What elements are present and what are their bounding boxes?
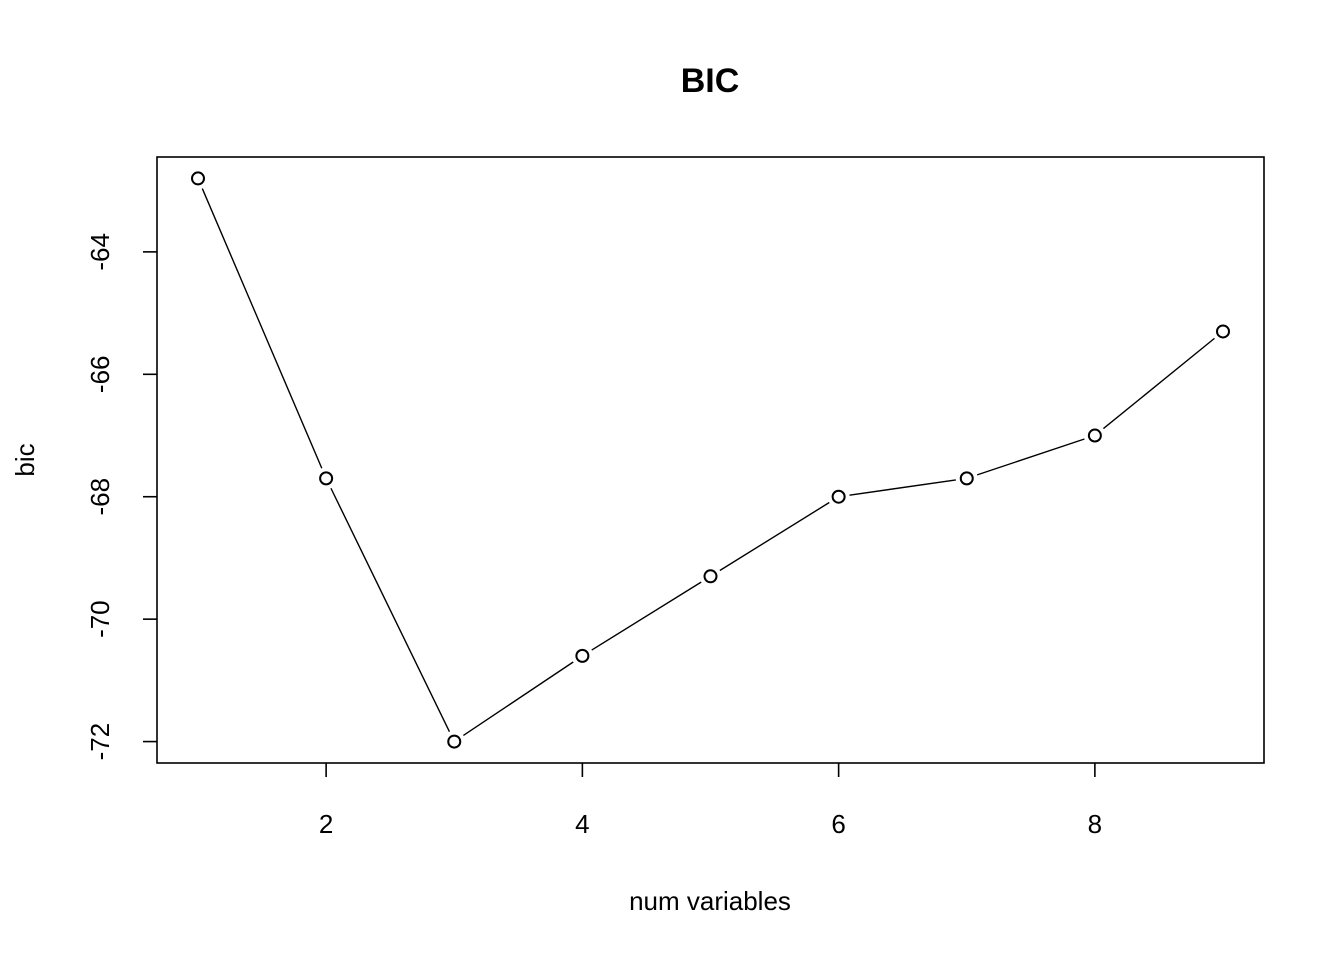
data-point — [575, 648, 590, 663]
data-point — [959, 471, 974, 486]
data-point — [1216, 324, 1230, 339]
y-tick-label: -72 — [85, 723, 115, 761]
y-tick-label: -68 — [85, 478, 115, 516]
plot-frame — [156, 156, 1265, 764]
data-point — [191, 171, 205, 186]
data-points — [191, 171, 1230, 749]
data-point — [319, 471, 334, 486]
x-tick-label: 2 — [319, 809, 333, 839]
x-axis: 2 4 6 8 — [319, 763, 1102, 839]
y-tick-label: -66 — [85, 356, 115, 394]
x-tick-label: 4 — [575, 809, 589, 839]
data-point — [447, 734, 462, 749]
data-point — [1087, 428, 1102, 443]
x-tick-label: 6 — [831, 809, 845, 839]
x-tick-label: 8 — [1088, 809, 1102, 839]
chart-title: BIC — [681, 62, 740, 100]
y-tick-label: -70 — [85, 600, 115, 638]
x-axis-label: num variables — [629, 886, 791, 916]
series-line — [201, 188, 1215, 737]
y-axis-label: bic — [10, 443, 40, 476]
data-point — [831, 489, 846, 504]
y-tick-label: -64 — [85, 233, 115, 271]
data-point — [703, 569, 718, 584]
y-axis: -64 -66 -68 -70 -72 — [85, 233, 157, 760]
